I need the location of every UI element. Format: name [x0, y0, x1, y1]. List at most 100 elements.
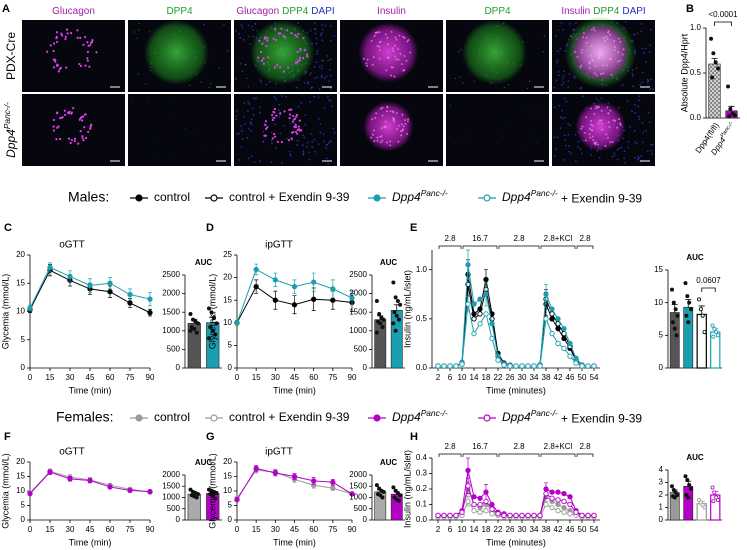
dapi-nucleus	[636, 155, 639, 158]
dpp4-spot	[496, 25, 499, 27]
micrograph	[552, 16, 655, 92]
glucagon-cell	[86, 59, 89, 62]
insulin-cell	[595, 105, 598, 108]
dapi-nucleus	[638, 157, 641, 160]
glucagon-cell	[61, 116, 64, 119]
dapi-nucleus	[562, 28, 565, 31]
insulin-cell	[584, 132, 587, 135]
insulin-cell	[381, 139, 384, 142]
series-point	[47, 264, 53, 271]
dpp4-spot	[295, 58, 298, 61]
series-point	[477, 509, 483, 515]
dapi-nucleus	[330, 140, 332, 143]
dapi-nucleus	[563, 116, 566, 119]
series-point	[107, 484, 113, 490]
insulin-cell	[606, 106, 609, 109]
glucagon-cell	[262, 62, 265, 65]
series-point	[330, 297, 336, 303]
series-point	[555, 316, 561, 322]
data-point	[189, 325, 194, 330]
dpp4-spot	[473, 80, 475, 82]
x-tick-label: 2	[436, 525, 441, 534]
glucagon-cell	[298, 119, 301, 122]
panel-letter: F	[4, 431, 11, 443]
dapi-nucleus	[319, 131, 322, 134]
dapi-nucleus	[313, 138, 316, 141]
glucagon-cell	[282, 34, 285, 37]
series-point	[147, 488, 153, 495]
dapi-nucleus	[318, 65, 321, 68]
series-point	[465, 262, 471, 268]
insulin-cell	[397, 140, 400, 143]
protocol-label: 16.7	[472, 234, 488, 243]
dapi-nucleus	[567, 86, 570, 89]
insulin-cell	[404, 119, 407, 122]
dapi-nucleus	[648, 51, 651, 53]
series-point	[234, 497, 240, 503]
glucagon-cell	[56, 64, 59, 68]
dapi-nucleus	[239, 62, 242, 65]
data-point	[727, 114, 732, 119]
dapi-nucleus	[315, 37, 318, 40]
dapi-nucleus	[634, 104, 637, 106]
dapi-nucleus	[271, 117, 274, 120]
glucagon-cell	[83, 113, 87, 116]
glucagon-cell	[55, 112, 59, 115]
data-point	[395, 299, 400, 304]
header-word: DPP4	[593, 6, 620, 17]
data-point	[726, 84, 731, 89]
glucagon-cell	[49, 44, 52, 47]
insulin-cell	[398, 34, 401, 37]
dapi-nucleus	[288, 150, 291, 153]
insulin-cell	[386, 56, 389, 59]
insulin-cell	[607, 112, 610, 115]
insulin-cell	[374, 116, 377, 119]
dpp4-spot	[158, 37, 160, 40]
glucagon-cell	[305, 55, 309, 58]
label-text: Dpp4	[392, 410, 421, 424]
dapi-nucleus	[274, 147, 277, 150]
dapi-nucleus	[279, 132, 282, 135]
data-point	[391, 280, 396, 285]
series-point	[272, 277, 278, 283]
data-point	[192, 326, 197, 331]
data-point	[710, 323, 715, 328]
glucagon-cell	[264, 123, 267, 127]
glucagon-cell	[65, 66, 68, 69]
dpp4-spot	[223, 149, 225, 151]
dapi-nucleus	[574, 133, 577, 136]
dapi-nucleus	[270, 161, 273, 164]
dpp4-spot	[487, 61, 489, 63]
data-point	[671, 300, 676, 305]
label-sup: Panc-/-	[531, 188, 558, 198]
x-tick-label: 54	[590, 373, 599, 382]
insulin-cell	[365, 62, 368, 65]
series-point	[513, 512, 519, 518]
dapi-nucleus	[235, 77, 238, 80]
label: Dpp4Panc-/-	[2, 102, 18, 158]
glucagon-cell	[78, 118, 81, 121]
dapi-nucleus	[563, 134, 566, 137]
data-point	[700, 313, 705, 318]
series-point	[253, 266, 259, 273]
glucagon-cell	[72, 107, 75, 110]
y-tick-label: 0.1	[416, 500, 428, 509]
dapi-nucleus	[313, 65, 316, 68]
glucagon-cell	[279, 112, 282, 115]
dapi-nucleus	[274, 123, 277, 126]
dapi-nucleus	[620, 146, 623, 149]
data-point	[398, 493, 403, 498]
dapi-nucleus	[236, 133, 239, 135]
insulin-cell	[392, 118, 395, 121]
glucagon-cell	[52, 125, 55, 128]
glucagon-cell	[89, 43, 92, 47]
dapi-nucleus	[568, 22, 571, 25]
dapi-nucleus	[650, 28, 652, 31]
data-point	[710, 75, 715, 80]
insulin-cell	[378, 49, 381, 52]
label-text: control	[154, 190, 190, 204]
insulin-cell	[395, 58, 398, 61]
x-tick-label: 30	[271, 373, 280, 382]
series-point	[561, 326, 567, 332]
dapi-nucleus	[265, 83, 268, 86]
